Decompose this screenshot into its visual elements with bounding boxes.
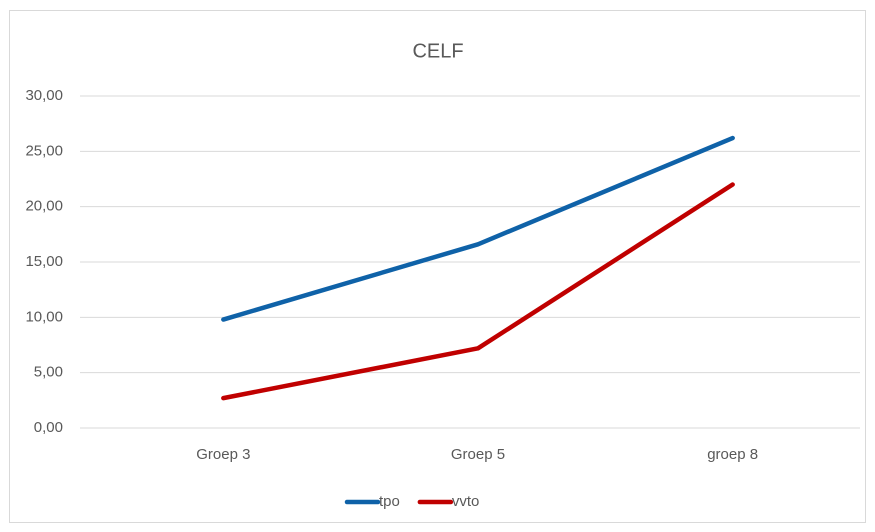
y-tick-label: 25,00 — [25, 142, 63, 159]
x-tick-label: Groep 3 — [196, 446, 250, 463]
y-tick-label: 20,00 — [25, 198, 63, 215]
x-tick-label: groep 8 — [707, 446, 758, 463]
series-line — [221, 182, 735, 401]
series-line — [221, 135, 735, 322]
y-tick-label: 5,00 — [34, 364, 63, 381]
x-tick-label: Groep 5 — [451, 446, 505, 463]
chart-title: CELF — [412, 40, 463, 62]
y-tick-label: 10,00 — [25, 308, 63, 325]
y-tick-label: 15,00 — [25, 253, 63, 270]
y-tick-label: 0,00 — [34, 419, 63, 436]
y-tick-label: 30,00 — [25, 87, 63, 104]
legend-label: tpo — [379, 493, 400, 510]
legend-label: vvto — [452, 493, 480, 510]
